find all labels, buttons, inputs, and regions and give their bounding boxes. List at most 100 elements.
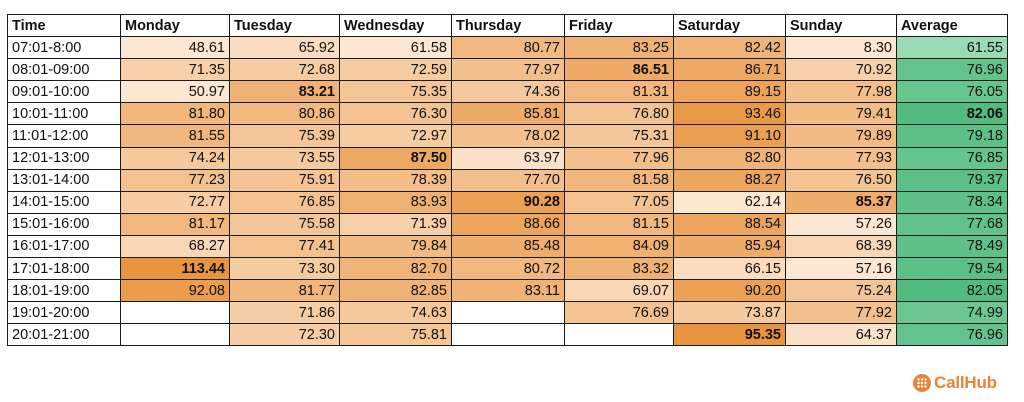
heatmap-cell: 81.80 <box>120 102 230 126</box>
row-label: 16:01-17:00 <box>7 234 121 259</box>
heatmap-cell: 57.26 <box>785 212 897 236</box>
heatmap-cell: 76.05 <box>896 80 1008 104</box>
heatmap-cell: 61.58 <box>339 36 452 60</box>
heatmap-cell: 74.99 <box>896 301 1008 325</box>
row-label: 07:01-8:00 <box>7 36 121 60</box>
row-label: 15:01-16:00 <box>7 212 121 236</box>
logo-text: CallHub <box>934 373 997 392</box>
table-row: 19:01-20:00 71.86 74.63 76.69 73.87 77.92 74.9… <box>7 301 1008 325</box>
heatmap-cell <box>120 323 230 347</box>
column-header-sunday: Sunday <box>785 13 897 38</box>
heatmap-cell: 91.10 <box>673 124 786 148</box>
heatmap-cell: 72.59 <box>339 58 452 82</box>
heatmap-cell: 62.14 <box>673 190 786 214</box>
heatmap-cell: 78.02 <box>451 124 565 148</box>
heatmap-cell: 75.31 <box>564 124 674 148</box>
table-row: 20:01-21:00 72.30 75.81 95.35 64.37 76.96 <box>7 323 1008 347</box>
heatmap-cell: 79.37 <box>896 168 1008 192</box>
table-row: 12:01-13:00 74.24 73.55 87.50 63.97 77.96 82.8… <box>7 146 1008 170</box>
heatmap-table: Time Monday Tuesday Wednesday Thursday F… <box>7 13 1008 347</box>
heatmap-cell: 85.94 <box>673 234 786 259</box>
heatmap-cell: 85.81 <box>451 102 565 126</box>
heatmap-cell: 88.66 <box>451 212 565 236</box>
heatmap-cell: 77.97 <box>451 58 565 82</box>
heatmap-cell: 83.21 <box>229 80 340 104</box>
row-label: 20:01-21:00 <box>7 323 121 347</box>
heatmap-cell: 81.58 <box>564 168 674 192</box>
table-row: 10:01-11:00 81.80 80.86 76.30 85.81 76.80 93.4… <box>7 102 1008 126</box>
heatmap-cell: 61.55 <box>896 36 1008 60</box>
row-label: 17:01-18:00 <box>7 257 121 281</box>
heatmap-cell: 79.18 <box>896 124 1008 148</box>
heatmap-cell: 76.96 <box>896 323 1008 347</box>
table-row: 08:01-09:00 71.35 72.68 72.59 77.97 86.51 86.7… <box>7 58 1008 82</box>
heatmap-cell: 81.55 <box>120 124 230 148</box>
heatmap-cell: 73.55 <box>229 146 340 170</box>
row-label: 11:01-12:00 <box>7 124 121 148</box>
heatmap-cell: 79.54 <box>896 257 1008 281</box>
column-header-monday: Monday <box>120 13 230 38</box>
heatmap-cell: 77.70 <box>451 168 565 192</box>
heatmap-cell: 95.35 <box>673 323 786 347</box>
column-header-time: Time <box>7 13 121 38</box>
heatmap-cell: 70.92 <box>785 58 897 82</box>
heatmap-cell: 81.17 <box>120 212 230 236</box>
heatmap-cell <box>451 323 565 347</box>
heatmap-cell: 72.77 <box>120 190 230 214</box>
row-label: 09:01-10:00 <box>7 80 121 104</box>
heatmap-cell: 75.35 <box>339 80 452 104</box>
heatmap-cell: 8.30 <box>785 36 897 60</box>
heatmap-cell: 80.72 <box>451 257 565 281</box>
heatmap-cell: 82.70 <box>339 257 452 281</box>
heatmap-cell: 75.91 <box>229 168 340 192</box>
row-label: 08:01-09:00 <box>7 58 121 82</box>
heatmap-cell <box>564 323 674 347</box>
heatmap-cell: 76.30 <box>339 102 452 126</box>
heatmap-cell: 76.85 <box>896 146 1008 170</box>
heatmap-cell: 83.25 <box>564 36 674 60</box>
heatmap-cell: 73.87 <box>673 301 786 325</box>
column-header-thursday: Thursday <box>451 13 565 38</box>
heatmap-cell: 88.54 <box>673 212 786 236</box>
heatmap-cell: 86.51 <box>564 58 674 82</box>
heatmap-cell: 72.68 <box>229 58 340 82</box>
heatmap-cell: 82.42 <box>673 36 786 60</box>
heatmap-cell: 75.24 <box>785 279 897 303</box>
heatmap-cell: 77.92 <box>785 301 897 325</box>
heatmap-cell: 77.68 <box>896 212 1008 236</box>
table-row: 11:01-12:00 81.55 75.39 72.97 78.02 75.31 91.1… <box>7 124 1008 148</box>
heatmap-cell <box>120 301 230 325</box>
table-row: 16:01-17:00 68.27 77.41 79.84 85.48 84.09 85.9… <box>7 234 1008 259</box>
heatmap-cell: 71.86 <box>229 301 340 325</box>
heatmap-cell: 82.06 <box>896 102 1008 126</box>
heatmap-cell: 79.89 <box>785 124 897 148</box>
heatmap-cell: 79.41 <box>785 102 897 126</box>
column-header-friday: Friday <box>564 13 674 38</box>
heatmap-cell: 85.48 <box>451 234 565 259</box>
heatmap-cell: 63.97 <box>451 146 565 170</box>
heatmap-cell: 83.11 <box>451 279 565 303</box>
heatmap-cell: 74.24 <box>120 146 230 170</box>
heatmap-cell: 75.39 <box>229 124 340 148</box>
heatmap-cell: 77.23 <box>120 168 230 192</box>
heatmap-cell: 76.50 <box>785 168 897 192</box>
heatmap-cell: 79.84 <box>339 234 452 259</box>
heatmap-cell: 75.58 <box>229 212 340 236</box>
heatmap-cell: 76.80 <box>564 102 674 126</box>
row-label: 10:01-11:00 <box>7 102 121 126</box>
row-label: 18:01-19:00 <box>7 279 121 303</box>
column-header-average: Average <box>896 13 1008 38</box>
table-row: 18:01-19:00 92.08 81.77 82.85 83.11 69.07 90.2… <box>7 279 1008 303</box>
heatmap-cell: 65.92 <box>229 36 340 60</box>
heatmap-cell: 72.97 <box>339 124 452 148</box>
callhub-logo: CallHub <box>913 373 997 393</box>
table-row: 15:01-16:00 81.17 75.58 71.39 88.66 81.15 88.5… <box>7 212 1008 236</box>
heatmap-cell: 74.36 <box>451 80 565 104</box>
heatmap-cell: 77.41 <box>229 234 340 259</box>
heatmap-cell: 82.05 <box>896 279 1008 303</box>
heatmap-cell: 75.81 <box>339 323 452 347</box>
heatmap-cell: 68.27 <box>120 234 230 259</box>
heatmap-cell: 82.85 <box>339 279 452 303</box>
heatmap-cell: 90.28 <box>451 190 565 214</box>
heatmap-cell: 76.69 <box>564 301 674 325</box>
